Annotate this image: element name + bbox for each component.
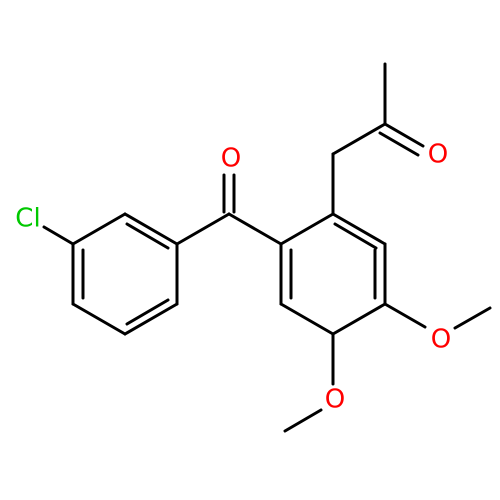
atom-label: O — [221, 144, 241, 174]
atom-label: O — [431, 325, 451, 355]
atom-label: O — [325, 385, 345, 415]
bonds — [42, 62, 492, 433]
atom-label: O — [428, 140, 448, 170]
atom-label: Cl — [15, 204, 40, 234]
